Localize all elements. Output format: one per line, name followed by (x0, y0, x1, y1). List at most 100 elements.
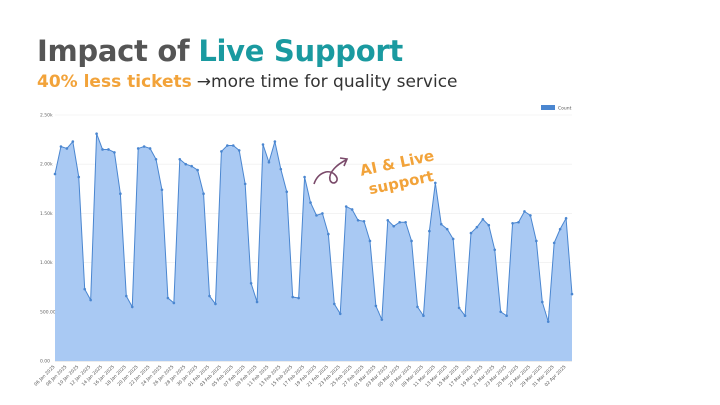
point (89, 298, 92, 302)
point (451, 237, 455, 241)
point (392, 224, 396, 228)
point (380, 318, 384, 321)
legend-label: Count (558, 106, 572, 112)
point (65, 147, 69, 150)
point (273, 140, 277, 143)
point (552, 241, 556, 245)
point (95, 132, 98, 135)
title-text: Impact of (37, 34, 190, 68)
point (398, 220, 401, 224)
point (303, 175, 306, 179)
point (166, 296, 170, 300)
annotation: AI & Livesupport (358, 146, 440, 199)
subtitle-highlight: 40% less tickets (37, 72, 192, 92)
point (481, 218, 485, 221)
point (255, 300, 259, 304)
y-tick-label: 1.50k (40, 211, 53, 217)
point (249, 281, 253, 285)
point (321, 212, 324, 215)
point (291, 295, 295, 299)
slide-title: Impact of Live Support (37, 34, 403, 68)
point (469, 231, 473, 235)
point (130, 305, 134, 309)
point (523, 210, 526, 213)
y-tick-label: 2.00k (40, 162, 53, 168)
point (315, 214, 318, 217)
point (285, 190, 289, 194)
point (356, 218, 360, 222)
point (445, 227, 449, 231)
point (214, 302, 217, 306)
point (505, 314, 508, 318)
point (184, 162, 188, 166)
point (457, 306, 461, 310)
point (125, 294, 128, 298)
point (196, 168, 199, 172)
point (101, 148, 104, 151)
line (54, 133, 573, 322)
annotation-arrowhead (339, 157, 349, 167)
point (428, 229, 431, 233)
point (142, 145, 146, 148)
point (422, 314, 425, 318)
point (434, 181, 437, 185)
point (237, 149, 241, 152)
point (410, 239, 413, 243)
point (226, 144, 229, 147)
point (511, 221, 514, 225)
point (327, 232, 330, 236)
slide-subtitle: 40% less tickets →more time for quality s… (37, 72, 458, 92)
point (53, 172, 57, 176)
point (107, 148, 110, 151)
point (119, 192, 122, 196)
point (529, 214, 532, 217)
point (220, 150, 223, 153)
point (297, 296, 300, 300)
point (77, 175, 81, 179)
point (279, 167, 283, 171)
point (113, 151, 116, 154)
y-tick-label: 2.50k (40, 113, 53, 119)
point (154, 157, 158, 161)
point (517, 220, 520, 224)
point (267, 160, 271, 164)
point (261, 143, 265, 146)
point (202, 192, 205, 196)
point (499, 310, 502, 314)
point (475, 225, 479, 229)
point (535, 239, 538, 243)
point (487, 223, 491, 227)
point (231, 144, 235, 147)
point (570, 292, 574, 296)
point (178, 157, 182, 161)
point (136, 147, 140, 150)
legend-swatch (541, 105, 555, 110)
point (350, 208, 354, 211)
y-tick-label: 500.00 (40, 309, 56, 315)
point (309, 201, 312, 204)
y-tick-label: 1.00k (40, 260, 53, 266)
point (362, 219, 366, 223)
point (208, 294, 211, 298)
point (558, 227, 562, 231)
point (439, 222, 443, 226)
point (463, 314, 467, 318)
point (172, 301, 176, 305)
point (148, 147, 152, 150)
point (404, 220, 407, 224)
point (493, 248, 497, 252)
point (416, 305, 419, 309)
point (59, 145, 63, 148)
annotation-arrow (313, 159, 347, 185)
area (55, 133, 572, 361)
point (243, 182, 247, 186)
point (564, 217, 568, 220)
y-tick-label: 0.00 (40, 359, 50, 365)
point (344, 205, 348, 208)
point (546, 320, 550, 323)
point (338, 312, 342, 316)
point (332, 302, 336, 306)
point (190, 164, 193, 168)
point (374, 304, 378, 308)
